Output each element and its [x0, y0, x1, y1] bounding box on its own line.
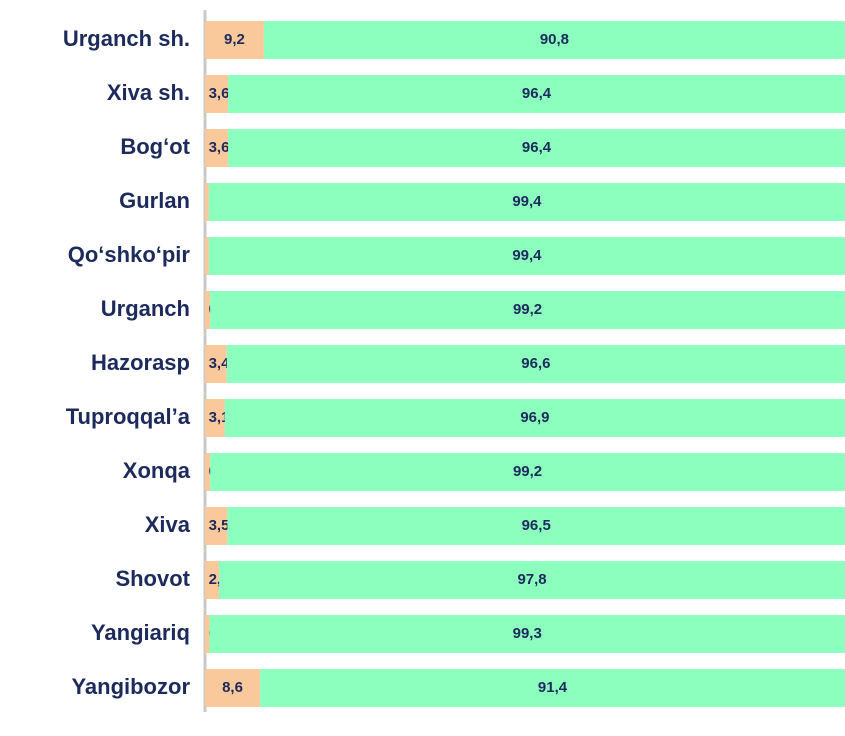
bar-segment — [205, 399, 225, 437]
value-label: 90,8 — [540, 31, 569, 48]
bar-segment — [226, 345, 845, 383]
category-label: Tuproqqal’a — [66, 404, 191, 429]
category-label: Shovot — [115, 566, 190, 591]
value-label: 99,4 — [512, 193, 542, 210]
bar-segment — [263, 21, 845, 59]
bar-segment — [205, 21, 264, 59]
bar-segment — [224, 399, 845, 437]
value-label: 99,2 — [513, 463, 542, 480]
bar-segment — [205, 237, 209, 275]
value-label: 96,6 — [521, 355, 550, 372]
bar-segment — [205, 669, 261, 707]
value-label: 99,3 — [513, 625, 542, 642]
value-label: 3,6 — [209, 85, 230, 102]
category-label: Yangiariq — [91, 620, 190, 645]
bar-segment — [205, 561, 220, 599]
bar-segment — [209, 615, 845, 653]
bar-segment — [210, 453, 845, 491]
bar-segment — [219, 561, 845, 599]
bar-segment — [228, 129, 845, 167]
value-label: 96,5 — [522, 517, 551, 534]
bar-segment — [208, 183, 845, 221]
category-label: Hazorasp — [91, 350, 190, 375]
category-label: Yangibozor — [71, 674, 190, 699]
category-label: Qo‘shko‘pir — [68, 242, 191, 267]
category-label: Xiva sh. — [107, 80, 190, 105]
value-label: 3,6 — [209, 139, 230, 156]
value-label: 3,4 — [209, 355, 231, 372]
category-label: Xonqa — [123, 458, 191, 483]
category-label: Urganch sh. — [63, 26, 190, 51]
category-label: Urganch — [101, 296, 190, 321]
value-label: 9,2 — [224, 31, 245, 48]
value-label: 91,4 — [538, 679, 568, 696]
value-label: 3,5 — [209, 517, 230, 534]
bar-segment — [260, 669, 845, 707]
value-label: 3,1 — [209, 409, 230, 426]
value-label: 97,8 — [517, 571, 546, 588]
value-label: 96,4 — [522, 85, 552, 102]
category-label: Bog‘ot — [120, 134, 190, 159]
bar-segment — [205, 615, 210, 653]
category-label: Xiva — [145, 512, 191, 537]
value-label: 99,4 — [512, 247, 542, 264]
bar-segment — [205, 129, 229, 167]
bar-segment — [205, 507, 228, 545]
bar-segment — [208, 237, 845, 275]
bar-segment — [205, 183, 209, 221]
bar-segment — [210, 291, 845, 329]
bar-segment — [227, 507, 845, 545]
bar-segment — [205, 75, 229, 113]
value-label: 96,9 — [520, 409, 549, 426]
value-label: 99,2 — [513, 301, 542, 318]
bar-segment — [205, 345, 227, 383]
category-label: Gurlan — [119, 188, 190, 213]
bar-segment — [205, 453, 211, 491]
bar-segment — [205, 291, 211, 329]
value-label: 96,4 — [522, 139, 552, 156]
bar-segment — [228, 75, 845, 113]
value-label: 8,6 — [222, 679, 243, 696]
